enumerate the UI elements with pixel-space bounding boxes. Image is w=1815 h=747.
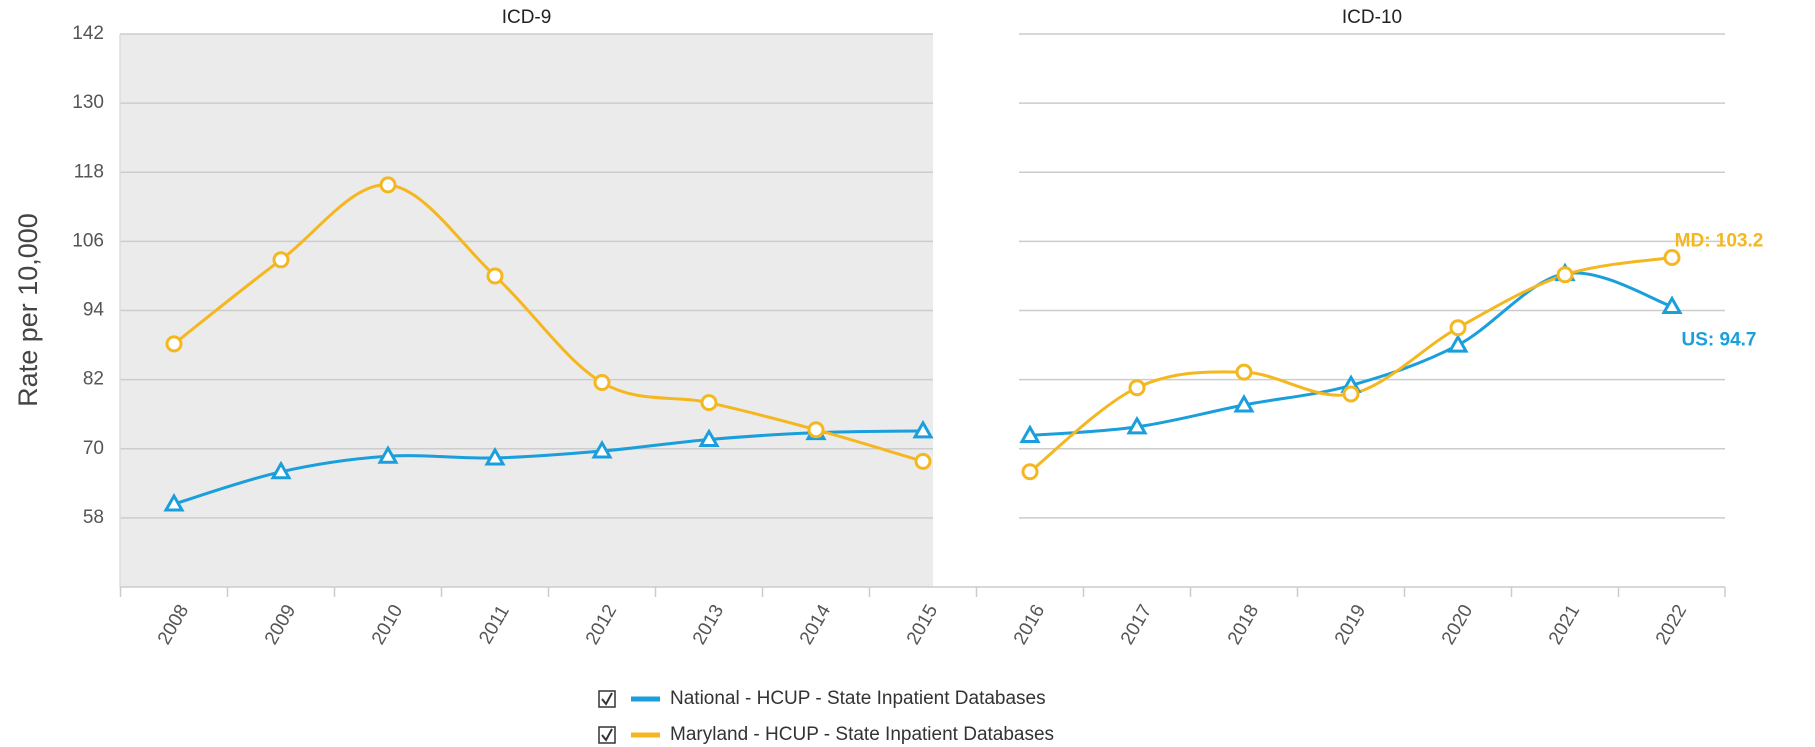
marker [1021, 463, 1039, 481]
marker [700, 394, 718, 412]
marker [912, 419, 934, 439]
legend-label: Maryland - HCUP - State Inpatient Databa… [670, 724, 1054, 745]
x-tick-label: 2017 [1117, 601, 1156, 648]
marker [1449, 319, 1467, 337]
legend-item[interactable]: Maryland - HCUP - State Inpatient Databa… [598, 724, 1054, 745]
marker [914, 452, 932, 470]
x-tick-label: 2010 [368, 601, 407, 648]
y-tick-label: 118 [74, 161, 104, 182]
series-line [173, 429, 924, 506]
y-tick-label: 130 [72, 92, 104, 113]
marker [807, 421, 825, 439]
x-tick-label: 2019 [1331, 601, 1370, 648]
x-tick-label: 2015 [903, 601, 942, 648]
value-label: US: 94.7 [1682, 329, 1757, 350]
x-tick-label: 2021 [1545, 601, 1584, 648]
x-tick-label: 2013 [689, 601, 728, 648]
panel-title: ICD-10 [1342, 7, 1402, 28]
legend-item[interactable]: National - HCUP - State Inpatient Databa… [598, 688, 1046, 709]
x-tick-label: 2016 [1010, 601, 1049, 648]
marker [165, 335, 183, 353]
marker [270, 460, 292, 480]
series-line [1029, 271, 1673, 437]
y-tick-label: 106 [72, 230, 104, 251]
marker [377, 445, 399, 464]
marker [591, 440, 613, 459]
x-tick-label: 2020 [1438, 601, 1477, 648]
x-tick-label: 2018 [1224, 601, 1263, 648]
marker [1019, 424, 1041, 444]
marker [593, 374, 611, 392]
marker [1128, 379, 1146, 397]
marker [1235, 363, 1253, 381]
marker [1126, 415, 1148, 435]
marker [1447, 334, 1469, 353]
x-tick-label: 2008 [154, 601, 193, 648]
value-label: MD: 103.2 [1675, 231, 1764, 252]
y-tick-label: 94 [83, 300, 105, 321]
y-tick-label: 142 [72, 23, 104, 44]
marker [379, 176, 397, 194]
marker [1233, 393, 1255, 413]
marker [1663, 249, 1681, 267]
x-tick-label: 2009 [261, 601, 300, 648]
legend-check [601, 728, 613, 742]
marker [1556, 266, 1574, 284]
y-tick-label: 58 [83, 507, 104, 528]
marker [1342, 385, 1360, 403]
series-line [1029, 256, 1673, 473]
legend-check [601, 692, 613, 706]
x-tick-label: 2011 [475, 602, 514, 648]
x-tick-label: 2014 [796, 601, 836, 648]
marker [272, 251, 290, 269]
y-axis-label: Rate per 10,000 [13, 213, 43, 407]
panel-title: ICD-9 [502, 7, 552, 28]
y-tick-label: 70 [83, 438, 104, 459]
marker [484, 446, 506, 466]
marker [1661, 295, 1683, 314]
marker [698, 428, 720, 448]
marker [486, 267, 504, 285]
series-line [173, 183, 924, 463]
legend-label: National - HCUP - State Inpatient Databa… [670, 688, 1046, 709]
y-tick-label: 82 [83, 369, 104, 390]
x-tick-label: 2012 [582, 601, 621, 648]
marker [163, 493, 185, 512]
x-tick-label: 2022 [1652, 601, 1691, 648]
